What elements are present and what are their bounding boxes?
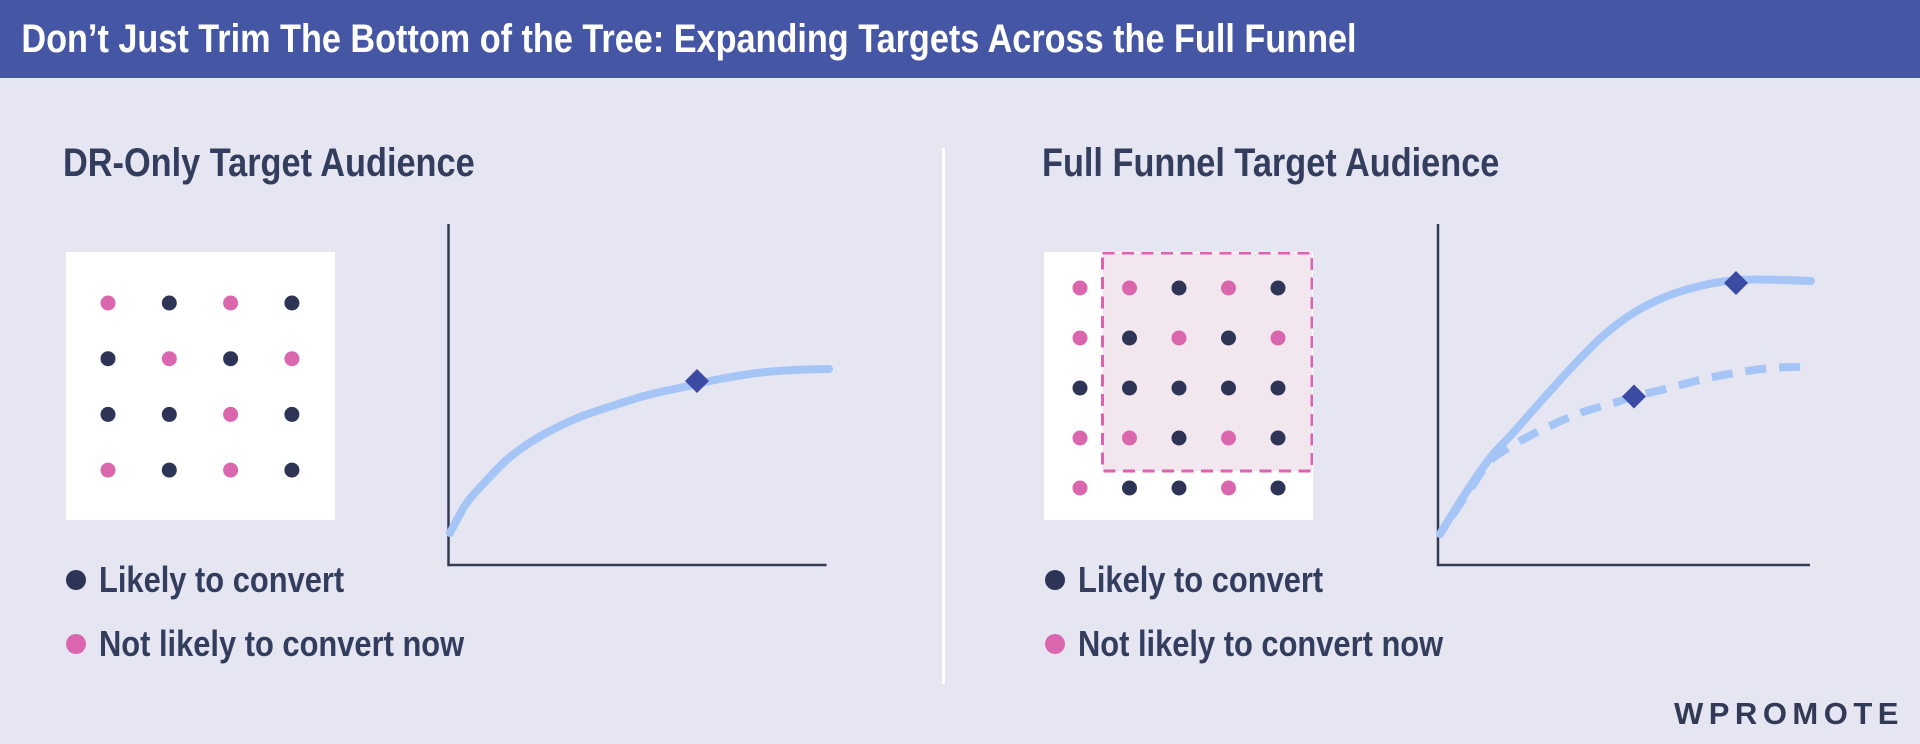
legend-label-likely: Likely to convert [99,559,345,600]
dr-only-baseline-curve [1448,363,1812,519]
legend-item-likely: Likely to convert [66,560,385,600]
legend-dot-pink-icon [66,634,86,654]
audience-dot-navy [1221,330,1236,346]
audience-dot-pink [1122,280,1137,296]
audience-dot-navy [1122,380,1137,396]
legend-dot-pink-icon [1045,634,1065,654]
audience-grid-full-funnel [1044,252,1313,520]
brand-logo: WPROMOTE [1674,696,1904,731]
header-bar: Don’t Just Trim The Bottom of the Tree: … [0,0,1920,78]
legend-label-not-likely: Not likely to convert now [99,623,465,664]
audience-dot-navy [1270,480,1286,496]
legend-item-likely: Likely to convert [1045,560,1364,600]
audience-dot-navy [1270,430,1286,446]
main-title: Don’t Just Trim The Bottom of the Tree: … [21,17,1357,61]
audience-dot-pink [223,295,239,311]
legend-label-not-likely: Not likely to convert now [1078,623,1444,664]
audience-dot-pink [284,351,300,367]
audience-dot-pink [1072,330,1088,346]
audience-dot-pink [1270,330,1286,346]
audience-grid-dr-only [66,252,335,520]
audience-dot-navy [284,462,300,478]
full-funnel-reach-curve-marker [1724,271,1748,295]
audience-dot-navy [1171,380,1187,396]
legend-item-not-likely: Not likely to convert now [1045,624,1504,664]
audience-dot-navy [100,406,116,422]
legend-dot-navy-icon [66,570,86,590]
audience-dot-navy [161,406,177,422]
audience-dot-navy [1122,330,1137,346]
reach-chart-full-funnel [1436,224,1815,567]
chart-axes-full-funnel [1436,224,1810,567]
audience-dot-navy [1171,480,1187,496]
dr-only-reach-curve [446,365,833,537]
panel-heading-dr-only: DR-Only Target Audience [63,141,475,185]
audience-dot-pink [100,295,116,311]
audience-dot-navy [1270,380,1286,396]
reach-chart-dr-only [446,224,833,567]
panel-heading-full-funnel: Full Funnel Target Audience [1042,141,1500,185]
audience-dot-pink [1221,280,1236,296]
audience-dot-navy [100,351,116,367]
audience-dot-navy [1270,280,1286,296]
legend-dot-navy-icon [1045,570,1065,590]
audience-dot-navy [223,351,239,367]
audience-dot-navy [284,406,300,422]
audience-dot-navy [1171,430,1187,446]
audience-dot-pink [1221,430,1236,446]
audience-dot-navy [1171,280,1187,296]
audience-dot-navy [1221,380,1236,396]
audience-dot-pink [1171,330,1187,346]
audience-dot-pink [1122,430,1137,446]
audience-dot-pink [1072,480,1088,496]
dr-only-reach-curve-marker [685,369,709,393]
audience-dot-pink [161,351,177,367]
audience-dot-navy [161,462,177,478]
audience-dot-pink [223,406,239,422]
panel-divider [942,148,945,684]
audience-dot-navy [284,295,300,311]
audience-dot-navy [161,295,177,311]
audience-dot-pink [1072,430,1088,446]
dr-only-baseline-curve-marker [1622,384,1646,409]
audience-dot-pink [223,462,239,478]
audience-dot-navy [1072,380,1088,396]
audience-dot-pink [100,462,116,478]
audience-dot-pink [1221,480,1236,496]
full-funnel-reach-curve [1436,275,1815,538]
chart-axes-dr-only [447,224,827,567]
legend-label-likely: Likely to convert [1078,559,1324,600]
audience-dot-navy [1122,480,1137,496]
audience-dot-pink [1072,280,1088,296]
legend-item-not-likely: Not likely to convert now [66,624,525,664]
